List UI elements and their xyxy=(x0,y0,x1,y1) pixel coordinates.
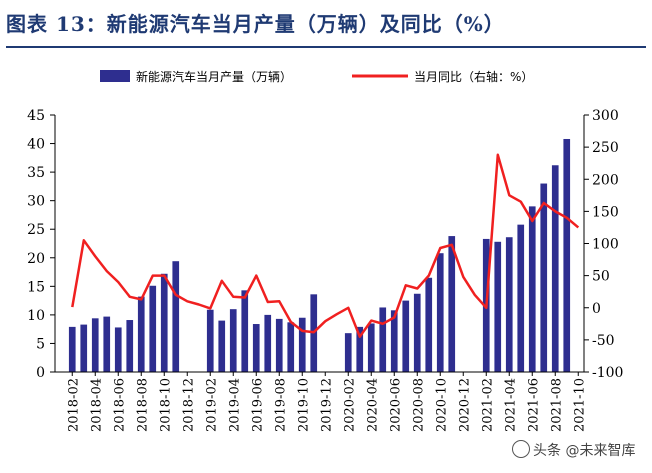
legend-line-label: 当月同比（右轴：%） xyxy=(414,69,533,84)
bar-2018-05 xyxy=(103,316,111,372)
legend-bar-label: 新能源汽车当月产量（万辆） xyxy=(136,69,292,84)
left-tick-label: 10 xyxy=(27,308,45,324)
x-tick-label: 2021-02 xyxy=(480,378,495,432)
bar-2019-05 xyxy=(241,290,249,372)
bar-2019-06 xyxy=(252,324,260,372)
bar-2018-06 xyxy=(114,327,122,372)
x-tick-label: 2018-02 xyxy=(66,378,81,432)
bar-2021-03 xyxy=(494,241,502,372)
x-tick-label: 2018-04 xyxy=(89,378,104,432)
x-tick-label: 2020-10 xyxy=(434,378,449,432)
right-tick-label: 100 xyxy=(592,237,619,253)
bar-2020-08 xyxy=(413,293,421,372)
bar-2021-09 xyxy=(563,138,571,372)
legend-bar-swatch xyxy=(100,70,130,82)
right-tick-label: 150 xyxy=(592,204,619,220)
bar-2019-08 xyxy=(275,318,283,372)
bar-2020-07 xyxy=(402,300,410,372)
right-tick-label: 0 xyxy=(592,301,601,317)
left-tick-label: 20 xyxy=(27,251,45,267)
left-tick-label: 30 xyxy=(27,194,45,210)
x-tick-label: 2019-04 xyxy=(227,378,242,432)
axes xyxy=(54,115,585,373)
x-tick-label: 2018-12 xyxy=(181,378,196,432)
x-tick-label: 2019-10 xyxy=(296,378,311,432)
right-tick-label: 50 xyxy=(592,269,610,285)
x-tick-label: 2018-06 xyxy=(112,378,127,432)
x-tick-label: 2021-06 xyxy=(526,378,541,432)
bar-2019-09 xyxy=(287,322,295,372)
x-tick-label: 2020-04 xyxy=(365,378,380,432)
x-tick-label: 2020-02 xyxy=(342,378,357,432)
x-tick-label: 2020-08 xyxy=(411,378,426,432)
bar-2020-10 xyxy=(436,253,444,372)
bar-2018-09 xyxy=(149,285,157,372)
bar-2020-03 xyxy=(356,326,364,372)
bar-2018-10 xyxy=(160,273,168,372)
bar-2021-08 xyxy=(551,165,559,372)
left-axis-ticks: 0 5 10 15 20 25 30 35 40 45 xyxy=(27,108,55,381)
left-tick-label: 35 xyxy=(27,165,45,181)
bar-2018-03 xyxy=(80,324,88,372)
title-underline xyxy=(6,46,646,48)
x-tick-label: 2018-10 xyxy=(158,378,173,432)
chart-title: 图表 13：新能源汽车当月产量（万辆）及同比（%） xyxy=(6,12,505,36)
bar-2020-06 xyxy=(390,310,398,372)
bar-2021-06 xyxy=(528,206,536,372)
bar-2019-10 xyxy=(298,317,306,372)
left-tick-label: 45 xyxy=(27,108,45,124)
x-tick-label: 2019-06 xyxy=(250,378,265,432)
bar-2018-11 xyxy=(172,261,180,372)
watermark-text: 头条 @未来智库 xyxy=(533,443,636,459)
legend: 新能源汽车当月产量（万辆） 当月同比（右轴：%） xyxy=(100,69,533,84)
x-tick-label: 2021-08 xyxy=(549,378,564,432)
bar-2018-04 xyxy=(91,318,99,372)
x-tick-label: 2018-08 xyxy=(135,378,150,432)
left-tick-label: 5 xyxy=(36,336,45,352)
bar-2020-09 xyxy=(425,277,433,372)
watermark: 头条 @未来智库 xyxy=(512,440,635,460)
bar-series xyxy=(68,138,571,372)
bar-2019-07 xyxy=(264,314,272,372)
bar-2019-02 xyxy=(206,309,214,372)
x-tick-label: 2019-02 xyxy=(204,378,219,432)
right-axis-ticks: -100 -50 0 50 100 150 200 250 300 xyxy=(584,108,623,381)
left-tick-label: 0 xyxy=(36,365,45,381)
left-tick-label: 25 xyxy=(27,222,45,238)
right-tick-label: 250 xyxy=(592,140,619,156)
x-tick-label: 2019-12 xyxy=(319,378,334,432)
right-tick-label: -50 xyxy=(592,333,615,349)
bar-2020-05 xyxy=(379,307,387,372)
bar-2019-03 xyxy=(218,320,226,372)
left-tick-label: 15 xyxy=(27,279,45,295)
right-tick-label: 200 xyxy=(592,172,619,188)
bar-2021-05 xyxy=(517,224,525,372)
bar-2018-08 xyxy=(137,296,145,372)
bar-2018-02 xyxy=(68,326,76,372)
right-tick-label: 300 xyxy=(592,108,619,124)
bar-2019-04 xyxy=(229,309,237,372)
x-tick-label: 2019-08 xyxy=(273,378,288,432)
bar-2020-11 xyxy=(448,236,456,372)
x-tick-label: 2021-10 xyxy=(572,378,587,432)
x-tick-label: 2021-04 xyxy=(503,378,518,432)
watermark-logo-icon xyxy=(512,440,530,458)
x-axis-tick-labels: 2018-02 2018-04 2018-06 2018-08 2018-10 2018-… xyxy=(66,372,587,432)
bar-2018-07 xyxy=(126,320,134,372)
x-tick-label: 2020-06 xyxy=(388,378,403,432)
right-tick-label: -100 xyxy=(592,365,623,381)
left-tick-label: 40 xyxy=(27,137,45,153)
bar-2020-04 xyxy=(367,323,375,372)
bar-2020-02 xyxy=(344,333,352,372)
bar-2021-04 xyxy=(505,237,513,372)
bar-2021-07 xyxy=(540,183,548,372)
yoy-line-series xyxy=(71,153,580,338)
x-tick-label: 2020-12 xyxy=(457,378,472,432)
